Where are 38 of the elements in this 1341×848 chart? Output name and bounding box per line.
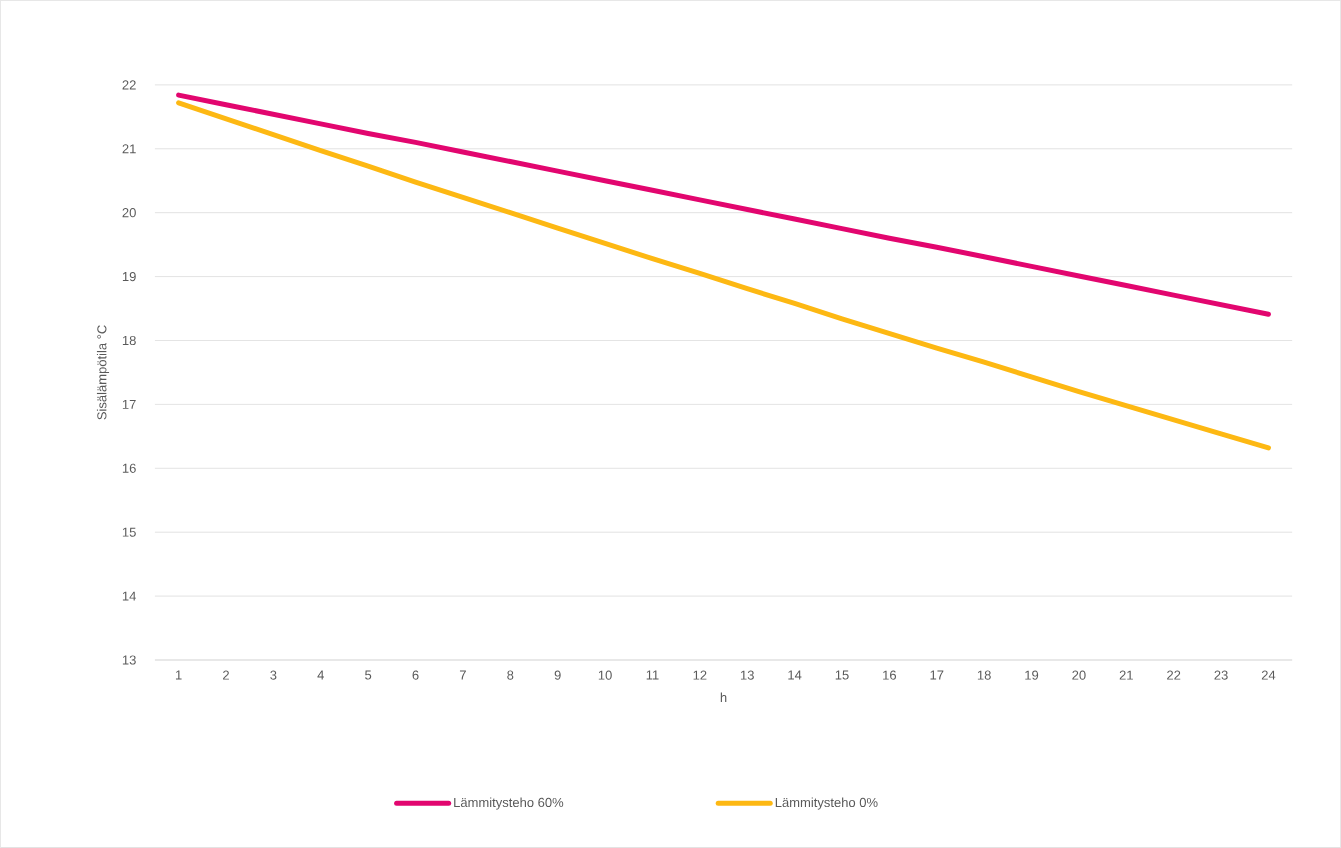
x-tick-label: 23: [1214, 670, 1228, 680]
x-tick-label: 13: [740, 670, 754, 680]
x-tick-label: 18: [977, 670, 991, 680]
x-axis-title: h: [720, 692, 727, 703]
x-tick-label: 16: [883, 670, 897, 680]
y-tick-label: 17: [122, 399, 136, 409]
y-tick-label: 16: [122, 463, 136, 473]
y-axis-title: Sisälämpötila °C: [96, 325, 110, 420]
x-tick-label: 20: [1072, 670, 1086, 680]
x-tick-label: 22: [1167, 670, 1181, 680]
x-tick-label: 14: [788, 670, 802, 680]
x-tick-label: 8: [507, 670, 514, 680]
x-tick-label: 17: [930, 670, 944, 680]
y-tick-label: 18: [122, 335, 136, 346]
y-tick-label: 14: [122, 591, 136, 601]
y-tick-label: 20: [122, 208, 136, 218]
x-tick-label: 6: [412, 670, 419, 680]
x-tick-label: 15: [835, 670, 849, 680]
legend-label: Lämmitysteho 60%: [454, 797, 564, 810]
x-tick-label: 7: [459, 670, 466, 680]
x-tick-label: 11: [646, 670, 659, 680]
x-tick-label: 5: [365, 670, 372, 680]
x-tick-label: 19: [1025, 670, 1039, 680]
x-tick-label: 21: [1119, 670, 1133, 680]
y-tick-label: 21: [122, 144, 136, 154]
y-tick-label: 22: [122, 80, 136, 90]
x-tick-label: 1: [175, 670, 182, 680]
x-tick-label: 4: [317, 670, 324, 680]
y-tick-label: 15: [122, 527, 136, 537]
y-tick-label: 19: [122, 272, 136, 282]
x-tick-label: 3: [270, 670, 277, 680]
x-tick-label: 24: [1261, 670, 1276, 680]
y-tick-label: 13: [122, 655, 136, 665]
legend-label: Lämmitysteho 0%: [775, 797, 878, 810]
x-tick-label: 12: [693, 670, 707, 680]
x-tick-label: 10: [598, 670, 612, 680]
x-tick-label: 9: [554, 670, 561, 680]
x-tick-label: 2: [223, 670, 229, 680]
